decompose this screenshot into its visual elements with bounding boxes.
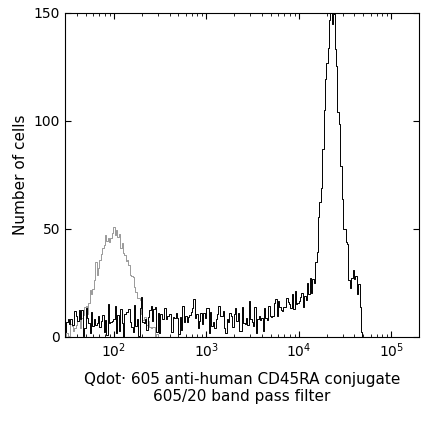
X-axis label: Qdot· 605 anti-human CD45RA conjugate
605/20 band pass filter: Qdot· 605 anti-human CD45RA conjugate 60… <box>84 372 400 404</box>
Y-axis label: Number of cells: Number of cells <box>13 115 28 235</box>
